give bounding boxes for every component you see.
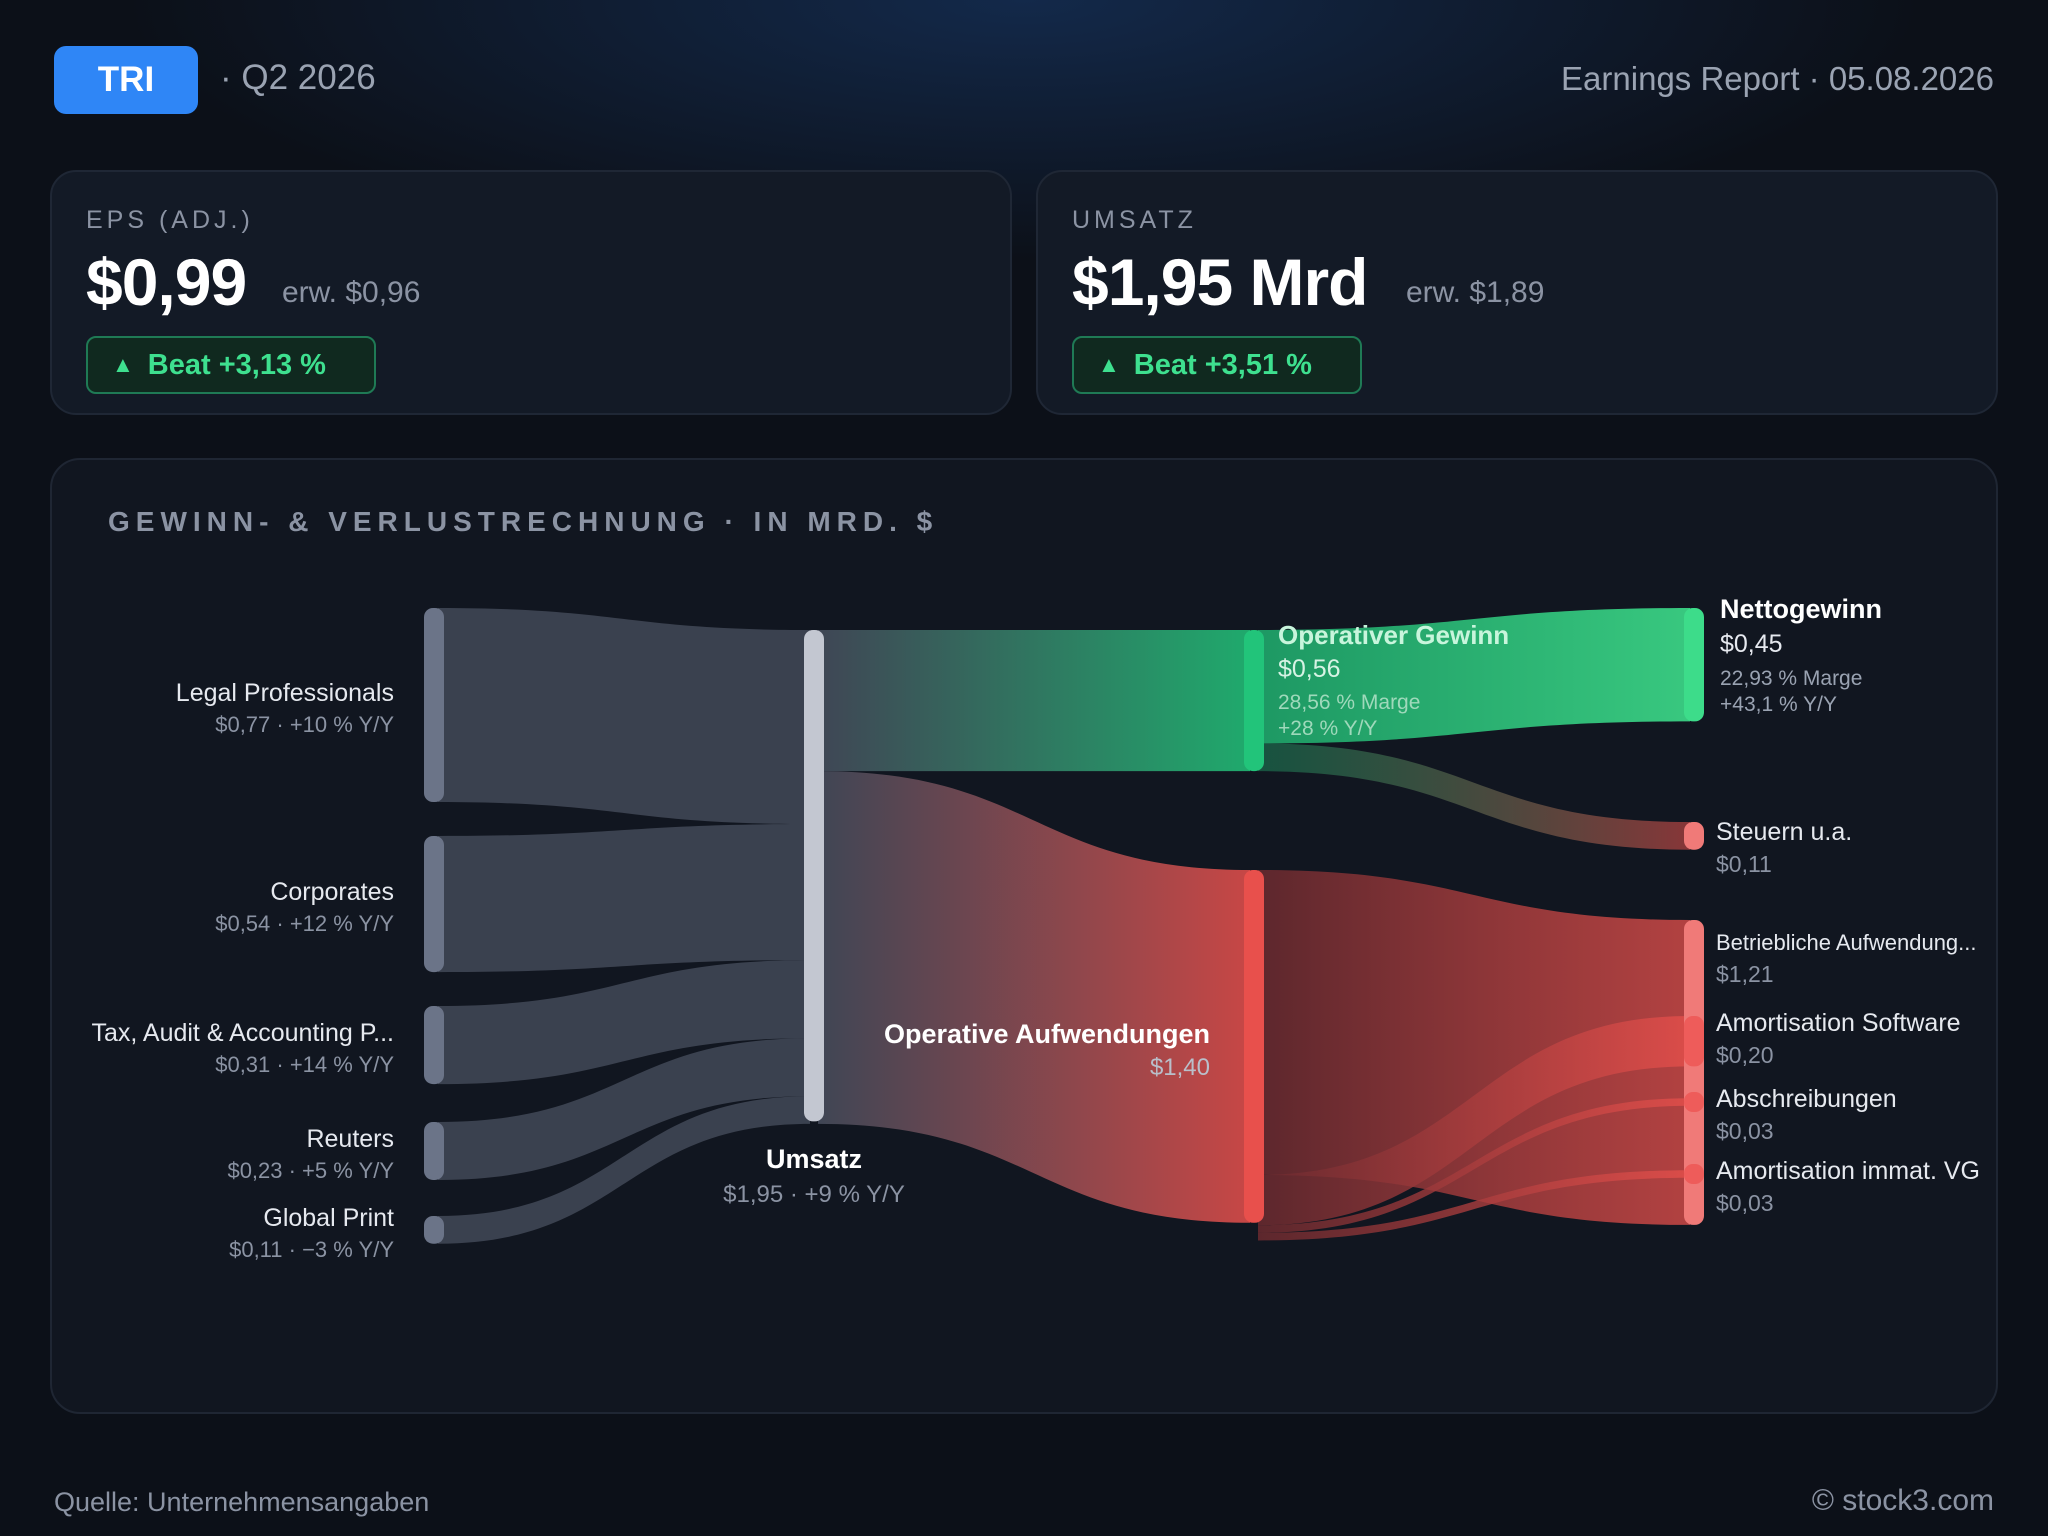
sankey-sublabel-opex: $1,40 xyxy=(1150,1054,1210,1081)
sankey-link-rev-op xyxy=(818,630,1250,772)
sankey-label-net: Nettogewinn xyxy=(1720,594,1882,624)
triangle-up-icon: ▲ xyxy=(1098,352,1120,377)
sankey-link-op-tax2 xyxy=(1258,743,1690,850)
sankey-node-opex xyxy=(1244,870,1264,1223)
sankey-label-op: Operativer Gewinn xyxy=(1278,620,1509,650)
sankey-label-rev: Umsatz xyxy=(766,1144,862,1174)
revenue-beat-text: Beat +3,51 % xyxy=(1133,348,1312,381)
sankey-link-opex-betr xyxy=(1258,870,1690,1225)
revenue-value: $1,95 Mrd xyxy=(1072,245,1368,319)
sankey-label-print: Global Print xyxy=(263,1204,394,1232)
sankey-label-amsw: Amortisation Software xyxy=(1716,1009,1961,1037)
footer-brand: © stock3.com xyxy=(1811,1484,1994,1517)
sankey-sublabel-op: $0,56 xyxy=(1278,655,1341,683)
sankey-note-op-margin: 28,56 % Marge xyxy=(1278,691,1420,714)
sankey-link-tax-rev xyxy=(438,960,810,1085)
sankey-label-tax2: Steuern u.a. xyxy=(1716,818,1852,846)
sankey-sublabel-rev: $1,95 · +9 % Y/Y xyxy=(723,1181,905,1208)
sankey-sublabel-tax: $0,31 · +14 % Y/Y xyxy=(215,1052,394,1077)
eps-beat-text: Beat +3,13 % xyxy=(147,348,326,381)
sankey-sublabel-betr: $1,21 xyxy=(1716,961,1774,987)
sankey-node-net xyxy=(1684,608,1704,722)
sankey-sublabel-print: $0,11 · −3 % Y/Y xyxy=(229,1237,394,1262)
sankey-node-op xyxy=(1244,630,1264,772)
sankey-node-betr xyxy=(1684,920,1704,1225)
sankey-link-corp-rev xyxy=(438,824,810,973)
eps-card: EPS (ADJ.) $0,99 erw. $0,96 ▲ Beat +3,13… xyxy=(50,170,1012,415)
revenue-card: UMSATZ $1,95 Mrd erw. $1,89 ▲ Beat +3,51… xyxy=(1036,170,1998,415)
revenue-label: UMSATZ xyxy=(1072,206,1197,234)
quarter-label: · Q2 2026 xyxy=(220,58,376,97)
sankey-sublabel-corp: $0,54 · +12 % Y/Y xyxy=(215,911,394,936)
sankey-sublabel-legal: $0,77 · +10 % Y/Y xyxy=(215,712,394,737)
sankey-sublabel-reuters: $0,23 · +5 % Y/Y xyxy=(227,1158,394,1183)
sankey-link-op-net xyxy=(1258,608,1690,744)
sankey-link-opex-amim xyxy=(1258,1170,1690,1241)
sankey-label-amim: Amortisation immat. VG xyxy=(1716,1157,1980,1185)
footer-source: Quelle: Unternehmensangaben xyxy=(54,1487,430,1517)
sankey-node-corp xyxy=(424,836,444,973)
eps-beat-badge: ▲ Beat +3,13 % xyxy=(86,336,376,394)
sankey-sublabel-amsw: $0,20 xyxy=(1716,1042,1774,1068)
eps-value: $0,99 xyxy=(86,245,247,319)
sankey-label-reuters: Reuters xyxy=(306,1125,394,1153)
sankey-node-amim xyxy=(1684,1164,1704,1184)
ticker-badge: TRI xyxy=(54,46,198,114)
sankey-link-print-rev xyxy=(438,1096,810,1244)
eps-label: EPS (ADJ.) xyxy=(86,206,254,234)
sankey-node-print xyxy=(424,1216,444,1244)
revenue-beat-badge: ▲ Beat +3,51 % xyxy=(1072,336,1362,394)
report-date: Earnings Report · 05.08.2026 xyxy=(1561,60,1994,97)
sankey-note-op-yy: +28 % Y/Y xyxy=(1278,717,1377,740)
chart-title: GEWINN- & VERLUSTRECHNUNG · IN MRD. $ xyxy=(108,506,939,537)
sankey-label-tax: Tax, Audit & Accounting P... xyxy=(91,1019,394,1047)
sankey-node-rev xyxy=(804,630,824,1122)
sankey-sublabel-absch: $0,03 xyxy=(1716,1118,1774,1144)
sankey-sublabel-net: $0,45 xyxy=(1720,630,1783,658)
sankey-sublabel-amim: $0,03 xyxy=(1716,1190,1774,1216)
sankey-label-opex: Operative Aufwendungen xyxy=(884,1019,1210,1049)
sankey-link-legal-rev xyxy=(438,608,810,825)
sankey-node-amsw xyxy=(1684,1016,1704,1067)
sankey-label-legal: Legal Professionals xyxy=(176,679,394,707)
sankey-label-corp: Corporates xyxy=(270,878,394,906)
sankey-link-rev-opex xyxy=(818,771,1250,1223)
sankey-note-net-margin: 22,93 % Marge xyxy=(1720,667,1862,690)
sankey-node-reuters xyxy=(424,1122,444,1180)
sankey-node-tax xyxy=(424,1006,444,1085)
sankey-node-tax2 xyxy=(1684,822,1704,850)
sankey-link-reuters-rev xyxy=(438,1038,810,1180)
sankey-node-absch xyxy=(1684,1092,1704,1112)
sankey-sublabel-tax2: $0,11 xyxy=(1716,851,1772,877)
revenue-estimate: erw. $1,89 xyxy=(1406,276,1545,309)
sankey-note-net-yy: +43,1 % Y/Y xyxy=(1720,693,1837,716)
sankey-link-opex-amsw xyxy=(1258,1016,1690,1226)
sankey-label-absch: Abschreibungen xyxy=(1716,1085,1897,1113)
sankey-node-legal xyxy=(424,608,444,803)
eps-estimate: erw. $0,96 xyxy=(282,276,421,309)
sankey-link-opex-absch xyxy=(1258,1098,1690,1233)
triangle-up-icon: ▲ xyxy=(112,352,134,377)
sankey-label-betr: Betriebliche Aufwendung... xyxy=(1716,930,1977,955)
